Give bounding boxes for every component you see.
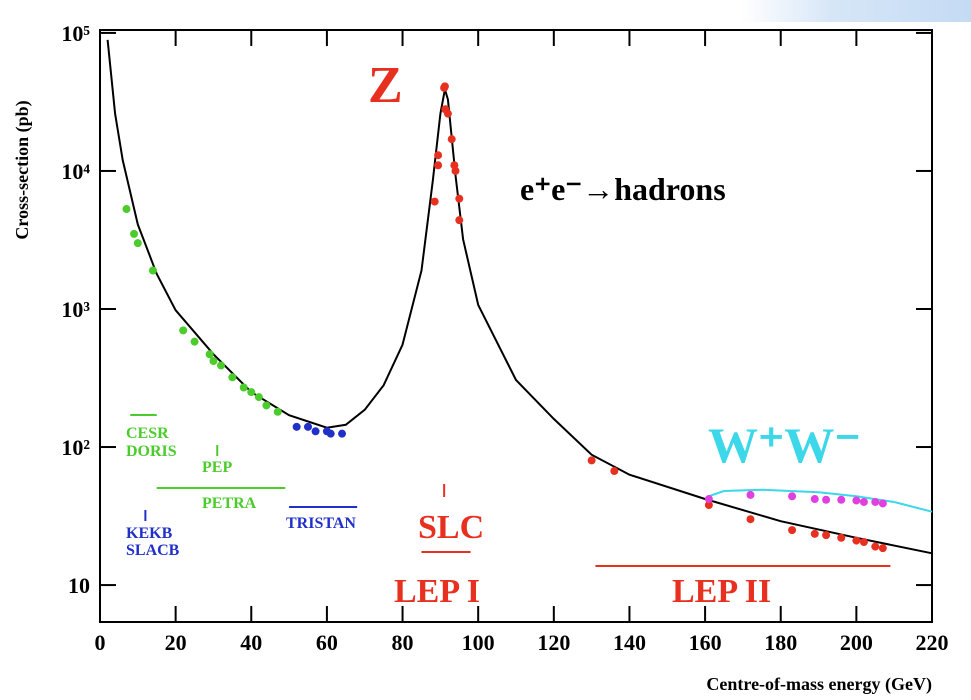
data-point [304,422,312,431]
data-point [205,350,214,359]
data-point [434,151,443,160]
data-point [451,166,460,175]
x-tick-label: 20 [165,630,187,655]
data-point [292,422,301,431]
y-tick-label: 10⁴ [61,159,90,184]
data-point [443,109,452,118]
data-point [130,229,139,238]
data-point [434,161,443,170]
x-tick-label: 200 [840,630,873,655]
data-point [810,495,819,504]
y-tick-label: 10⁵ [61,21,90,46]
data-point [704,495,713,504]
data-point [871,497,880,506]
data-point [878,544,887,553]
x-tick-label: 60 [316,630,338,655]
data-point [311,427,320,436]
data-point [430,197,439,206]
data-point [447,135,456,144]
data-point [837,495,846,504]
data-point [326,429,335,438]
y-tick-label: 10² [61,435,90,460]
data-point [746,490,755,499]
data-point [217,361,226,370]
data-point [822,495,831,504]
data-point [262,401,271,410]
y-tick-label: 10 [68,573,90,598]
annotation: W⁺W⁻ [708,417,861,473]
data-point [704,501,713,510]
annotation: PEP [202,459,232,476]
x-axis-label: Centre-of-mass energy (GeV) [706,674,932,695]
annotation: LEP I [394,573,480,610]
data-point [859,497,868,506]
data-point [209,356,218,365]
data-point [810,529,819,538]
x-tick-label: 140 [613,630,646,655]
data-point [122,205,131,214]
x-tick-label: 220 [916,630,949,655]
x-tick-label: 0 [95,630,106,655]
data-point [746,515,755,524]
data-point [228,373,237,382]
data-point [133,239,142,248]
data-point [190,337,199,346]
data-point [788,526,797,535]
data-point [859,538,868,547]
data-point [455,216,464,225]
data-point [254,393,263,402]
annotation: DORIS [126,443,177,460]
annotation: Z [368,57,403,114]
x-tick-label: 80 [392,630,414,655]
data-point [878,499,887,508]
annotation: TRISTAN [286,515,356,532]
y-axis-label: Cross-section (pb) [12,100,33,239]
data-point [852,536,861,545]
data-point [871,542,880,551]
x-tick-label: 40 [240,630,262,655]
data-point [440,82,449,91]
data-point [273,407,282,416]
data-point [822,531,831,540]
x-tick-label: 100 [462,630,495,655]
window-decoration [741,0,971,22]
x-tick-label: 120 [537,630,570,655]
y-tick-label: 10³ [61,297,90,322]
x-tick-label: 160 [689,630,722,655]
annotation: KEKB [126,525,173,542]
x-tick-label: 180 [764,630,797,655]
annotation: PETRA [202,495,257,512]
data-point [788,492,797,501]
annotation: CESR [126,425,169,442]
data-point [239,383,248,392]
plot-frame [99,29,933,623]
data-point [455,194,464,203]
annotation: e⁺e⁻→hadrons [520,171,726,207]
data-point [247,388,256,397]
data-point [179,326,188,335]
data-point [338,429,347,438]
annotation: SLACB [126,542,180,559]
data-point [148,266,157,275]
data-point [587,456,596,465]
annotation: SLC [418,509,484,546]
data-point [852,496,861,505]
data-point [610,467,619,476]
curve [106,39,933,555]
data-point [837,533,846,542]
curve [708,488,933,513]
annotation: LEP II [672,573,771,610]
